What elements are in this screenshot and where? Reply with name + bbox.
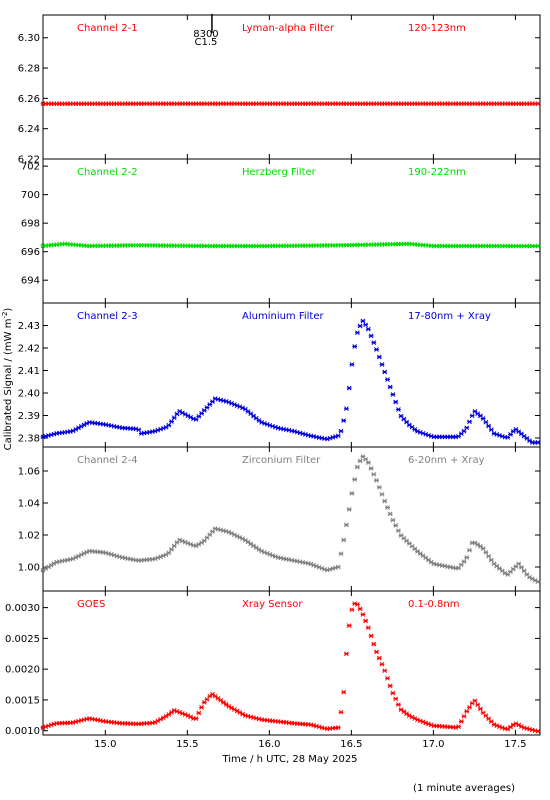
y-tick-label: 6.22 bbox=[18, 155, 40, 166]
y-axis-label-main: Calibrated Signal / (mW m bbox=[3, 319, 14, 451]
panel-band-label: 17-80nm + Xray bbox=[408, 311, 491, 322]
panel-5: 0.0010 0.0015 0.0020 0.0025 0.0030 GOES Xray S… bbox=[5, 590, 541, 737]
flare-class-label: C1.5 bbox=[195, 37, 218, 48]
x-axis: 15.0 15.5 16.0 16.5 17.0 17.5 bbox=[94, 739, 526, 750]
panel-channel-label: Channel 2-2 bbox=[77, 167, 138, 178]
panel-filter-label: Lyman-alpha Filter bbox=[242, 23, 335, 34]
panel-band-label: 190-222nm bbox=[408, 167, 466, 178]
y-tick-label: 696 bbox=[21, 247, 40, 258]
y-tick-label: 6.24 bbox=[18, 124, 40, 135]
panel-frame bbox=[42, 590, 541, 736]
panel-filter-label: Aluminium Filter bbox=[242, 311, 325, 322]
y-tick-label: 0.0030 bbox=[5, 603, 40, 614]
y-tick-label: 6.28 bbox=[18, 64, 40, 75]
y-tick-label: 694 bbox=[21, 276, 40, 287]
series-points bbox=[40, 241, 541, 249]
panel-channel-label: Channel 2-3 bbox=[77, 311, 138, 322]
y-tick-label: 702 bbox=[21, 162, 40, 173]
series-markers bbox=[40, 241, 541, 249]
x-tick-label: 16.0 bbox=[258, 739, 280, 750]
panel-filter-label: Xray Sensor bbox=[242, 599, 303, 610]
panel-channel-label: Channel 2-1 bbox=[77, 23, 138, 34]
panel-channel-label: Channel 2-4 bbox=[77, 455, 138, 466]
panel-frame bbox=[42, 14, 541, 160]
panel-band-label: 120-123nm bbox=[408, 23, 466, 34]
x-tick-label: 17.5 bbox=[504, 739, 526, 750]
y-tick-label: 2.43 bbox=[18, 321, 40, 332]
y-tick-label: 1.02 bbox=[18, 531, 40, 542]
series-markers bbox=[40, 101, 541, 107]
y-tick-label: 1.06 bbox=[18, 467, 40, 478]
y-tick-label: 2.39 bbox=[18, 411, 40, 422]
panel-1: 6.22 6.24 6.26 6.28 6.30 Channel 2-1 Lyman-alp… bbox=[18, 14, 541, 166]
y-axis-label: Calibrated Signal / (mW m-2) bbox=[1, 308, 14, 451]
x-tick-label: 15.5 bbox=[176, 739, 198, 750]
panel-band-label: 6-20nm + Xray bbox=[408, 455, 485, 466]
y-tick-label: 0.0015 bbox=[5, 695, 40, 706]
series-points bbox=[40, 454, 541, 585]
panel-2: 694 696 698 700 702 Channel 2-2 Herzberg Filte… bbox=[21, 158, 541, 304]
y-tick-label: 698 bbox=[21, 219, 40, 230]
series-markers bbox=[40, 318, 541, 445]
series-points bbox=[40, 601, 541, 734]
y-tick-label: 0.0010 bbox=[5, 726, 40, 737]
flare-region-label: 8300 bbox=[193, 29, 218, 40]
series-markers bbox=[40, 601, 541, 734]
averaging-note: (1 minute averages) bbox=[413, 783, 515, 794]
x-tick-label: 17.0 bbox=[422, 739, 444, 750]
panel-channel-label: GOES bbox=[77, 599, 105, 610]
panels-group: 6.22 6.24 6.26 6.28 6.30 Channel 2-1 Lyman-alp… bbox=[5, 14, 541, 737]
y-tick-label: 6.30 bbox=[18, 33, 40, 44]
y-axis-label-close: ) bbox=[3, 308, 14, 312]
panel-3: 2.38 2.39 2.40 2.41 2.42 2.43 Channel 2-3 Alumi… bbox=[18, 302, 541, 448]
panel-4: 1.00 1.02 1.04 1.06 Channel 2-4 Zirconium Fil… bbox=[18, 446, 541, 592]
y-tick-label: 700 bbox=[21, 190, 40, 201]
x-tick-label: 16.5 bbox=[340, 739, 362, 750]
y-tick-label: 6.26 bbox=[18, 94, 40, 105]
y-tick-label: 2.40 bbox=[18, 389, 40, 400]
panel-frame bbox=[42, 446, 541, 592]
y-tick-label: 1.00 bbox=[18, 563, 40, 574]
series-points bbox=[40, 318, 541, 445]
y-tick-label: 0.0020 bbox=[5, 665, 40, 676]
x-tick-label: 15.0 bbox=[94, 739, 116, 750]
panel-frame bbox=[42, 158, 541, 304]
panel-filter-label: Herzberg Filter bbox=[242, 167, 317, 178]
panel-band-label: 0.1-0.8nm bbox=[408, 599, 460, 610]
x-axis-label: Time / h UTC, 28 May 2025 bbox=[221, 754, 357, 765]
y-axis-label-superscript: -2 bbox=[1, 312, 9, 319]
y-tick-label: 2.42 bbox=[18, 344, 40, 355]
panel-filter-label: Zirconium Filter bbox=[242, 455, 321, 466]
y-tick-label: 0.0025 bbox=[5, 634, 40, 645]
y-tick-label: 2.38 bbox=[18, 434, 40, 445]
series-points bbox=[40, 101, 541, 107]
series-markers bbox=[40, 454, 541, 585]
y-tick-label: 1.04 bbox=[18, 499, 40, 510]
y-tick-label: 2.41 bbox=[18, 366, 40, 377]
